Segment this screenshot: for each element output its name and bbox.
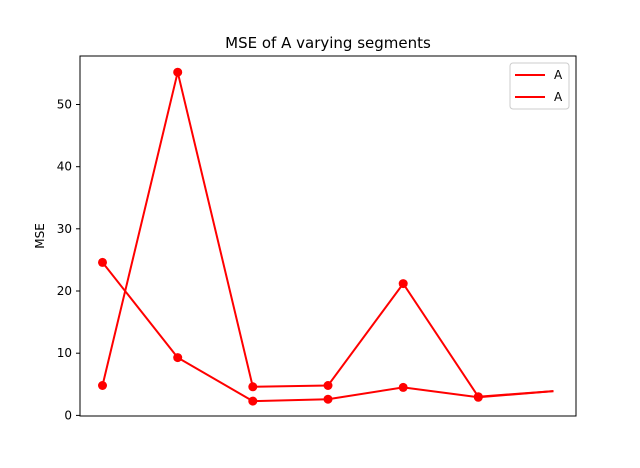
series-1-point bbox=[173, 67, 183, 77]
legend-label-series-1: A bbox=[554, 68, 563, 82]
plot-frame bbox=[79, 55, 577, 417]
legend-label-series-2: A bbox=[554, 90, 563, 104]
legend: A A bbox=[509, 62, 570, 110]
series-1-point bbox=[98, 381, 107, 390]
series-1-point bbox=[323, 381, 333, 390]
series-2-point bbox=[98, 257, 107, 267]
series-2-point bbox=[398, 382, 408, 392]
y-tick-label: 10 bbox=[57, 346, 72, 360]
series-1-point bbox=[398, 279, 408, 289]
y-tick-label: 0 bbox=[64, 408, 72, 422]
series-2-point bbox=[473, 392, 483, 402]
series-layer bbox=[98, 67, 554, 406]
series-2-point bbox=[248, 396, 258, 406]
y-tick-label: 50 bbox=[57, 98, 72, 112]
y-axis-label: MSE bbox=[33, 223, 47, 249]
y-tick-label: 30 bbox=[57, 222, 72, 236]
chart-title: MSE of A varying segments bbox=[225, 34, 431, 52]
y-tick-label: 40 bbox=[57, 160, 72, 174]
series-1-point bbox=[248, 382, 258, 392]
y-axis: 0 10 20 30 40 50 bbox=[57, 98, 80, 422]
series-2-point bbox=[323, 394, 333, 404]
y-tick-label: 20 bbox=[57, 284, 72, 298]
series-2-point bbox=[173, 353, 183, 363]
